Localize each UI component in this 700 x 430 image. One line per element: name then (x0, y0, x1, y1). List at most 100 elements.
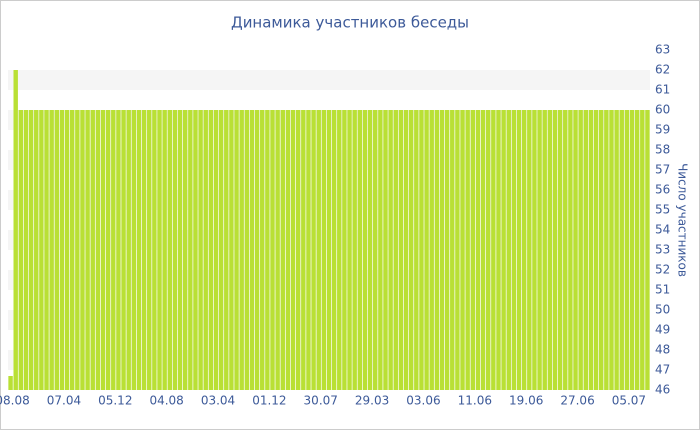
bar (270, 110, 275, 390)
bar (521, 110, 527, 390)
bar (100, 110, 106, 390)
bar (239, 110, 244, 390)
y-tick-label: 57 (655, 163, 670, 177)
bar (450, 110, 455, 390)
bar (280, 110, 285, 390)
bar (465, 110, 470, 390)
bar (254, 110, 260, 390)
bar (203, 110, 208, 390)
x-tick-label: 04.08 (149, 394, 183, 408)
x-tick-label: 30.07 (304, 394, 338, 408)
bar (511, 110, 517, 390)
bar (578, 110, 583, 390)
bar (475, 110, 481, 390)
bar (136, 110, 142, 390)
bar (126, 110, 131, 390)
bar (249, 110, 255, 390)
y-tick-label: 56 (655, 183, 670, 197)
bar (244, 110, 250, 390)
bar (568, 110, 573, 390)
y-tick-label: 49 (655, 323, 670, 337)
grid-band (8, 70, 650, 90)
bar (44, 110, 49, 390)
bar (439, 110, 445, 390)
bar (18, 110, 24, 390)
y-tick-label: 59 (655, 123, 670, 137)
x-tick-label: 11.06 (458, 394, 492, 408)
bar (275, 110, 280, 390)
bar (131, 110, 137, 390)
bar (609, 110, 614, 390)
bar (34, 110, 39, 390)
bar (326, 110, 332, 390)
x-tick-label: 27.06 (560, 394, 594, 408)
bar (604, 110, 609, 390)
bar (90, 110, 95, 390)
bar (527, 110, 532, 390)
bar (537, 110, 542, 390)
bar (614, 110, 619, 390)
y-axis-label: Число участников (676, 163, 690, 277)
bar (49, 110, 54, 390)
y-tick-label: 52 (655, 263, 670, 277)
y-tick-label: 62 (655, 63, 670, 77)
bar (362, 110, 368, 390)
bar (598, 110, 604, 390)
bar (480, 110, 486, 390)
x-tick-label: 05.12 (98, 394, 132, 408)
bar (634, 110, 640, 390)
bar (486, 110, 491, 390)
bar (147, 110, 152, 390)
bar (347, 110, 352, 390)
bar (408, 110, 414, 390)
bar (152, 110, 157, 390)
bar (640, 110, 645, 390)
y-tick-label: 50 (655, 303, 670, 317)
bar (321, 110, 327, 390)
bar (177, 110, 183, 390)
x-tick-label: 05.07 (612, 394, 646, 408)
bar (403, 110, 409, 390)
bar (516, 110, 522, 390)
bar (429, 110, 434, 390)
bar (424, 110, 429, 390)
bar (39, 110, 44, 390)
bar (285, 110, 291, 390)
bar (383, 110, 388, 390)
y-tick-label: 55 (655, 203, 670, 217)
bar (532, 110, 537, 390)
bar (28, 110, 34, 390)
bar (619, 110, 624, 390)
y-tick-label: 61 (655, 83, 670, 97)
y-tick-label: 48 (655, 343, 670, 357)
bar (13, 70, 18, 390)
x-tick-label: 01.12 (252, 394, 286, 408)
x-tick-label: 03.06 (406, 394, 440, 408)
bar (95, 110, 101, 390)
x-tick-label: 03.04 (201, 394, 235, 408)
bar (188, 110, 193, 390)
bar (331, 110, 337, 390)
bar (23, 110, 29, 390)
y-tick-label: 53 (655, 243, 670, 257)
bar (414, 110, 419, 390)
bar (208, 110, 214, 390)
bar (342, 110, 347, 390)
bar (367, 110, 373, 390)
bar (352, 110, 357, 390)
bar (455, 110, 460, 390)
y-tick-label: 58 (655, 143, 670, 157)
bar (54, 110, 60, 390)
bar (593, 110, 599, 390)
x-tick-label: 08.08 (0, 394, 30, 408)
y-tick-label: 46 (655, 383, 670, 397)
bar (116, 110, 121, 390)
bar (85, 110, 90, 390)
bar (501, 110, 506, 390)
y-tick-label: 54 (655, 223, 670, 237)
bar (69, 110, 75, 390)
bar (193, 110, 198, 390)
bar (157, 110, 162, 390)
bar (496, 110, 501, 390)
